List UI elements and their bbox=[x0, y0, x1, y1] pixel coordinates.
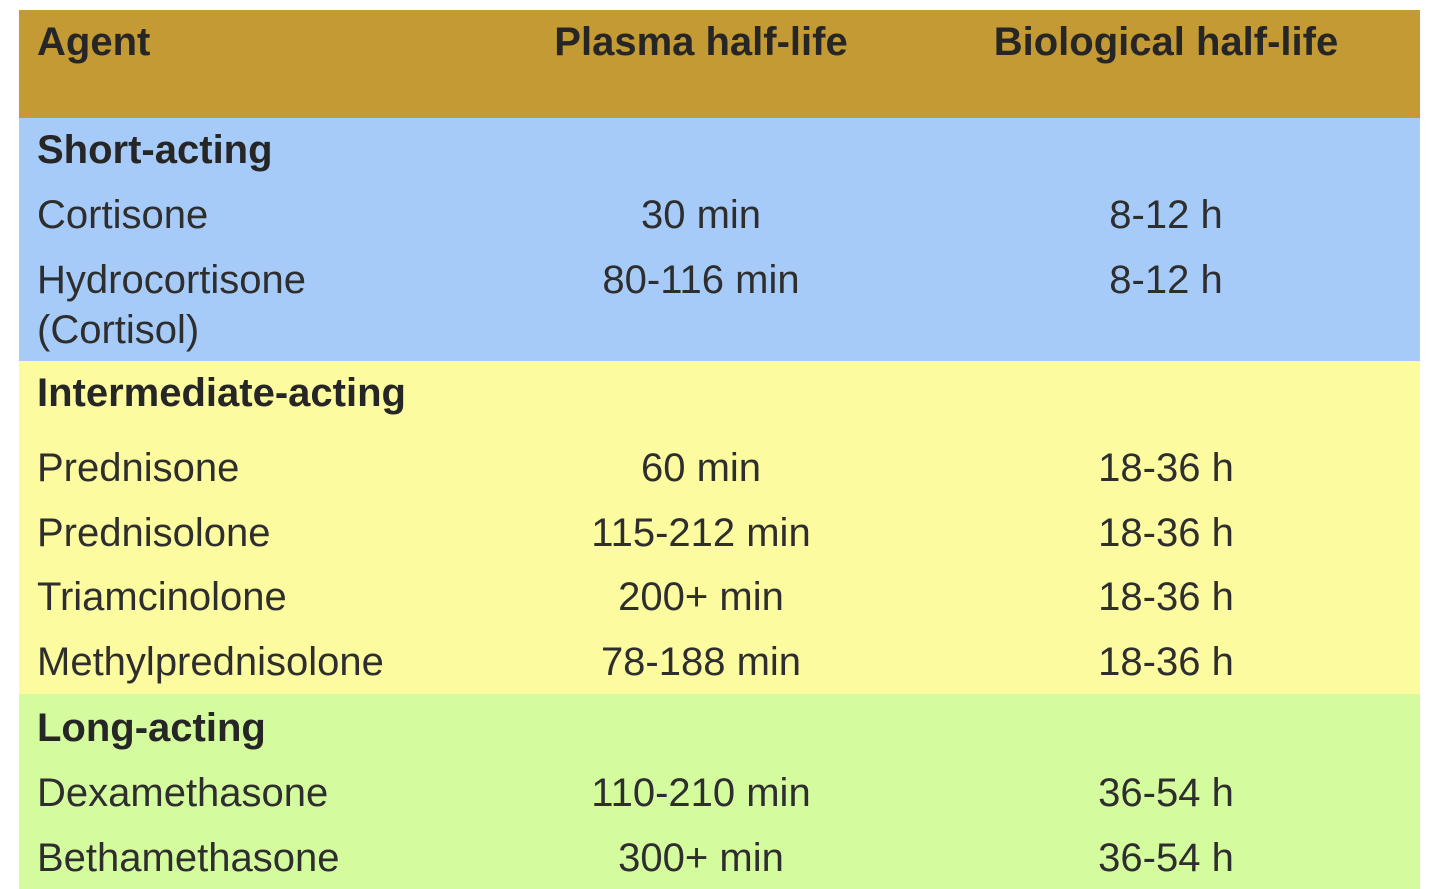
table-cell: Methylprednisolone bbox=[37, 640, 384, 684]
table-cell: 78-188 min bbox=[600, 640, 802, 684]
group-band bbox=[19, 118, 1420, 361]
table-cell: Hydrocortisone (Cortisol) bbox=[37, 258, 307, 352]
table-cell: Prednisolone bbox=[37, 511, 271, 555]
group-title: Long-acting bbox=[37, 706, 266, 750]
table-cell: 200+ min bbox=[618, 575, 784, 619]
table-cell: 80-116 min bbox=[602, 258, 800, 302]
header-cell: Biological half-life bbox=[993, 20, 1339, 64]
table-cell: 36-54 h bbox=[1098, 836, 1234, 880]
table-cell: 30 min bbox=[640, 193, 762, 237]
table-cell: 18-36 h bbox=[1098, 575, 1234, 619]
table-cell: Triamcinolone bbox=[37, 575, 287, 619]
table-cell: 8-12 h bbox=[1109, 193, 1223, 237]
table-cell: 60 min bbox=[640, 446, 762, 490]
table-cell: 18-36 h bbox=[1098, 511, 1234, 555]
header-cell: Plasma half-life bbox=[554, 20, 848, 64]
header-band bbox=[19, 10, 1420, 118]
group-band bbox=[19, 361, 1420, 694]
table-cell: Prednisone bbox=[37, 446, 240, 490]
group-band bbox=[19, 694, 1420, 889]
header-cell: Agent bbox=[37, 20, 151, 64]
table-cell: 110-210 min bbox=[591, 771, 811, 815]
table-cell: Dexamethasone bbox=[37, 771, 329, 815]
table-cell: Cortisone bbox=[37, 193, 209, 237]
table-cell: 36-54 h bbox=[1098, 771, 1234, 815]
table-cell: 18-36 h bbox=[1098, 446, 1234, 490]
table-cell: 300+ min bbox=[618, 836, 784, 880]
table-cell: 115-212 min bbox=[591, 511, 811, 555]
table-cell: 8-12 h bbox=[1109, 258, 1223, 302]
table-cell: Bethamethasone bbox=[37, 836, 340, 880]
table-cell: 18-36 h bbox=[1098, 640, 1234, 684]
group-title: Intermediate-acting bbox=[37, 371, 406, 415]
group-title: Short-acting bbox=[37, 128, 273, 172]
